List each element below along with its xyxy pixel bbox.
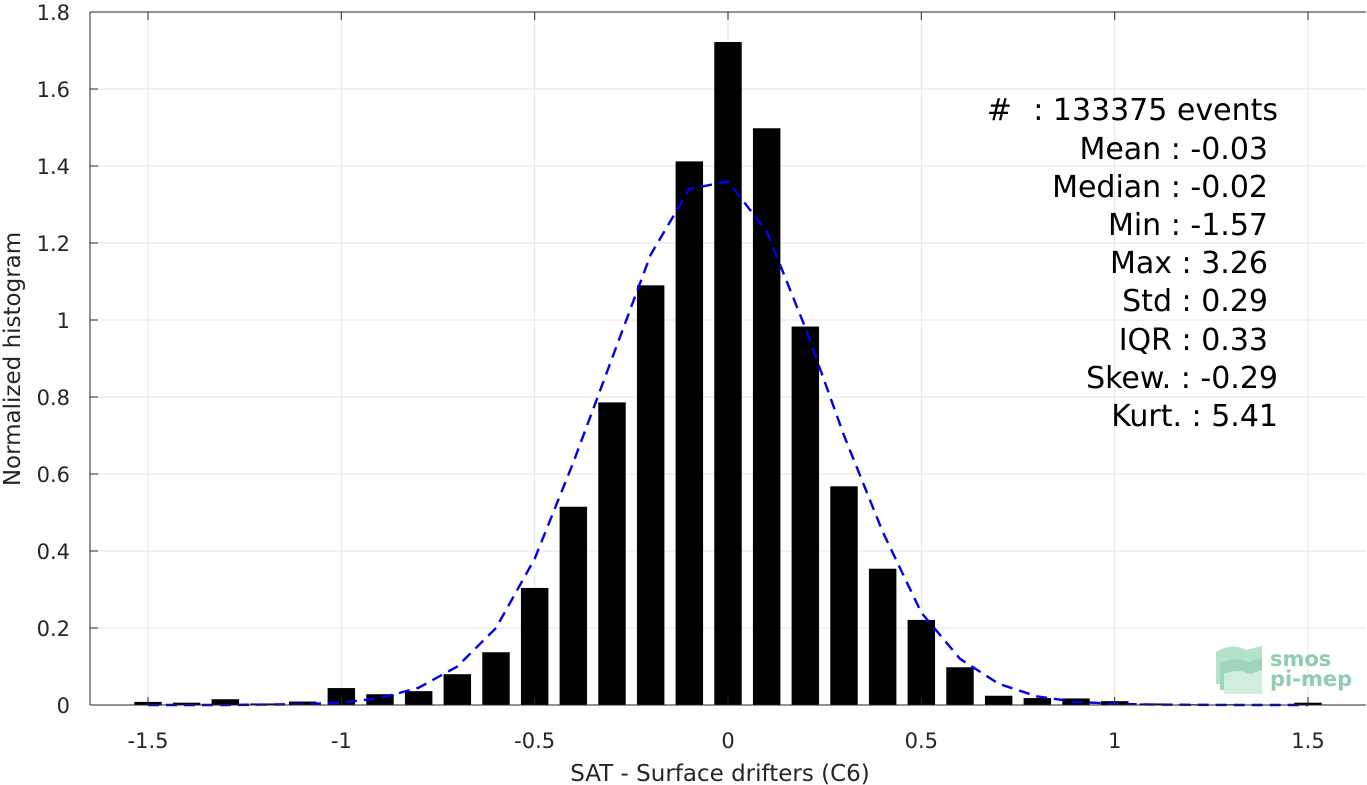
y-tick-label: 0.4: [37, 540, 70, 564]
x-tick-label: -0.5: [514, 729, 555, 753]
stat-max: Max : 3.26: [1110, 246, 1268, 281]
x-axis-label: SAT - Surface drifters (C6): [570, 761, 870, 785]
histogram-bar: [907, 619, 936, 705]
y-tick-label: 1.4: [37, 155, 70, 179]
histogram-bar: [946, 667, 974, 705]
stat-mean: Mean : -0.03: [1079, 132, 1268, 167]
histogram-bar: [714, 42, 742, 705]
y-tick-labels: 0 0.2 0.4 0.6 0.8 1 1.2 1.4 1.6 1.8: [37, 1, 70, 718]
histogram-bar: [482, 652, 510, 705]
y-tick-label: 0.6: [37, 463, 70, 487]
stat-std: Std : 0.29: [1122, 284, 1268, 319]
histogram-bar: [791, 326, 820, 705]
histogram-bar: [1023, 698, 1052, 705]
y-tick-label: 1: [57, 309, 70, 333]
y-tick-label: 1.2: [37, 232, 70, 256]
histogram-bar: [636, 285, 665, 705]
y-tick-label: 0: [57, 694, 70, 718]
histogram-bar: [404, 691, 433, 705]
x-tick-label: 0.5: [905, 729, 938, 753]
histogram-bar: [211, 699, 240, 705]
y-tick-label: 0.8: [37, 386, 70, 410]
stat-count-value: : 133375 events: [1033, 93, 1278, 128]
stat-skew: Skew. : -0.29: [1086, 361, 1278, 396]
x-tick-labels: -1.5 -1 -0.5 0 0.5 1 1.5: [128, 729, 1325, 753]
histogram-bar: [520, 587, 549, 705]
x-tick-label: 1: [1108, 729, 1121, 753]
logo-graphic-icon: [1216, 646, 1262, 694]
histogram-bar: [752, 128, 781, 705]
x-tick-label: -1.5: [128, 729, 169, 753]
y-axis-label: Normalized histogram: [0, 232, 26, 486]
histogram-bar: [443, 674, 472, 705]
x-tick-label: -1: [331, 729, 352, 753]
x-tick-label: 1.5: [1291, 729, 1324, 753]
histogram-bar: [868, 568, 897, 705]
histogram-bar: [830, 486, 858, 705]
fit-curve: [148, 180, 1308, 707]
stat-median: Median : -0.02: [1052, 170, 1268, 205]
x-tick-label: 0: [721, 729, 734, 753]
histogram-bar: [366, 694, 394, 705]
histogram-bar: [598, 402, 626, 705]
stats-annotation: # : 133375 events Mean : -0.03 Median : …: [987, 93, 1278, 434]
y-tick-label: 1.8: [37, 1, 70, 25]
stat-iqr: IQR : 0.33: [1119, 323, 1268, 358]
y-tick-label: 1.6: [37, 78, 70, 102]
stat-min: Min : -1.57: [1108, 208, 1268, 243]
histogram-bar: [559, 506, 588, 705]
logo-text-pimep: pi-mep: [1270, 667, 1352, 691]
histogram-bar: [984, 695, 1013, 705]
stat-kurt: Kurt. : 5.41: [1111, 399, 1278, 434]
histogram-bars: [134, 42, 1322, 705]
y-tick-label: 0.2: [37, 617, 70, 641]
axes: [89, 11, 1366, 706]
smos-pi-mep-logo: smos pi-mep: [1216, 646, 1352, 694]
histogram-bar: [675, 161, 704, 705]
logo-text-smos: smos: [1270, 647, 1331, 671]
stat-count: #: [987, 93, 1012, 128]
